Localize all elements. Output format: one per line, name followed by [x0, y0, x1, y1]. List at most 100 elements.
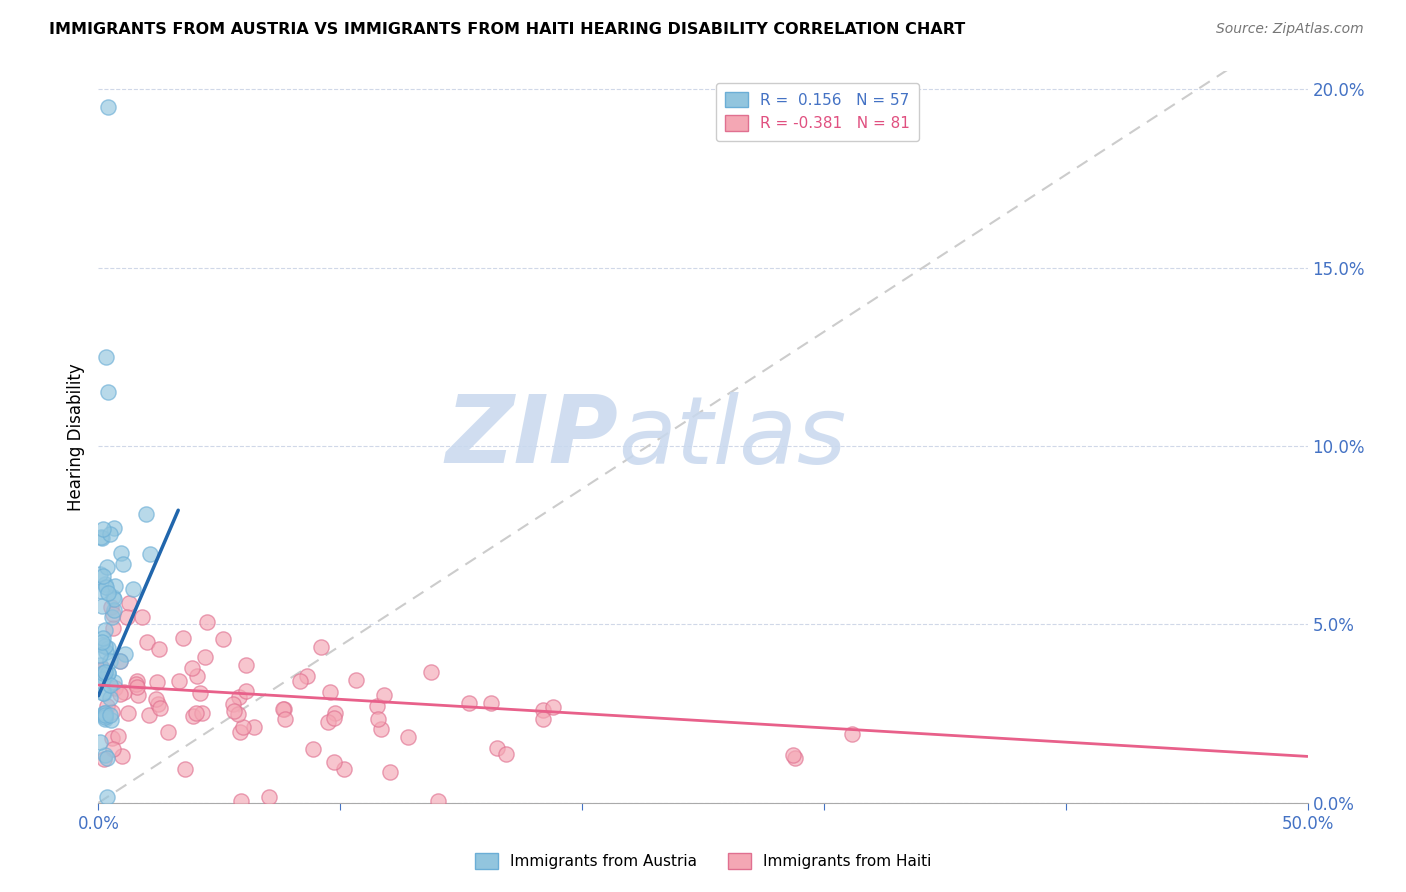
Text: ZIP: ZIP: [446, 391, 619, 483]
Point: [101, 590, 124, 604]
Point: [91, 685, 114, 699]
Point: [111, 557, 134, 571]
Point: [90, 530, 112, 544]
Point: [94, 712, 117, 726]
Point: [91, 632, 114, 646]
Point: [228, 690, 250, 704]
Point: [184, 706, 207, 720]
Text: atlas: atlas: [619, 392, 846, 483]
Point: [91, 569, 114, 583]
Point: [316, 715, 339, 730]
Legend: Immigrants from Austria, Immigrants from Haiti: Immigrants from Austria, Immigrants from…: [468, 847, 938, 875]
Point: [427, 794, 450, 808]
Point: [127, 680, 149, 694]
Point: [107, 729, 129, 743]
Point: [94, 706, 117, 721]
Point: [531, 703, 554, 717]
Point: [419, 665, 441, 679]
Point: [325, 706, 347, 720]
Point: [167, 674, 190, 689]
Point: [127, 673, 149, 688]
Text: Source: ZipAtlas.com: Source: ZipAtlas.com: [1216, 22, 1364, 37]
Point: [94, 708, 117, 723]
Point: [94, 710, 117, 724]
Point: [111, 748, 134, 763]
Point: [93, 522, 115, 536]
Point: [94, 665, 117, 679]
Point: [332, 762, 354, 776]
Point: [145, 692, 167, 706]
Point: [149, 701, 172, 715]
Point: [783, 751, 806, 765]
Point: [370, 722, 392, 736]
Point: [91, 638, 114, 652]
Point: [93, 639, 115, 653]
Point: [135, 635, 157, 649]
Point: [97, 665, 120, 680]
Point: [309, 640, 332, 655]
Point: [323, 711, 346, 725]
Point: [288, 674, 311, 689]
Point: [229, 794, 252, 808]
Point: [117, 706, 139, 720]
Point: [101, 731, 124, 746]
Point: [127, 688, 149, 702]
Point: [396, 731, 419, 745]
Point: [97, 385, 120, 400]
Point: [531, 712, 554, 726]
Point: [93, 670, 115, 684]
Point: [186, 669, 208, 683]
Point: [543, 699, 565, 714]
Point: [93, 752, 115, 766]
Point: [103, 603, 125, 617]
Point: [94, 747, 117, 762]
Point: [97, 585, 120, 599]
Point: [122, 582, 145, 596]
Point: [301, 741, 323, 756]
Point: [104, 579, 127, 593]
Point: [97, 100, 120, 114]
Point: [273, 702, 295, 716]
Point: [146, 674, 169, 689]
Point: [90, 635, 112, 649]
Point: [98, 691, 121, 706]
Legend: R =  0.156   N = 57, R = -0.381   N = 81: R = 0.156 N = 57, R = -0.381 N = 81: [716, 83, 920, 141]
Point: [131, 610, 153, 624]
Point: [228, 724, 250, 739]
Point: [481, 696, 503, 710]
Point: [841, 727, 863, 741]
Point: [181, 709, 204, 723]
Point: [110, 654, 132, 668]
Point: [90, 584, 112, 599]
Point: [235, 658, 257, 673]
Point: [138, 547, 160, 561]
Point: [148, 642, 170, 657]
Point: [274, 712, 297, 726]
Point: [125, 677, 148, 691]
Point: [146, 698, 169, 712]
Y-axis label: Hearing Disability: Hearing Disability: [66, 363, 84, 511]
Point: [103, 620, 125, 634]
Point: [90, 531, 112, 545]
Point: [97, 665, 120, 680]
Point: [100, 599, 122, 614]
Point: [89, 648, 111, 662]
Point: [191, 706, 214, 720]
Point: [138, 708, 160, 723]
Point: [378, 764, 401, 779]
Point: [98, 678, 121, 692]
Text: IMMIGRANTS FROM AUSTRIA VS IMMIGRANTS FROM HAITI HEARING DISABILITY CORRELATION : IMMIGRANTS FROM AUSTRIA VS IMMIGRANTS FR…: [49, 22, 966, 37]
Point: [211, 632, 233, 647]
Point: [273, 702, 295, 716]
Point: [94, 576, 117, 591]
Point: [367, 711, 389, 725]
Point: [344, 673, 367, 687]
Point: [135, 507, 157, 521]
Point: [110, 687, 132, 701]
Point: [91, 672, 114, 686]
Point: [93, 686, 115, 700]
Point: [98, 527, 121, 541]
Point: [96, 580, 118, 594]
Point: [114, 647, 136, 661]
Point: [322, 755, 344, 769]
